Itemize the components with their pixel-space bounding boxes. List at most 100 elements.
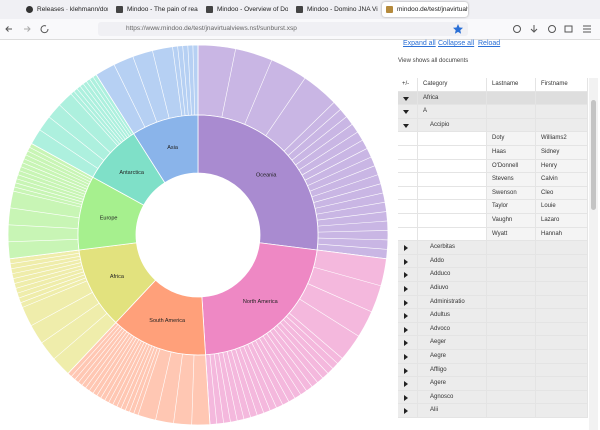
toggle-triangle <box>403 110 409 115</box>
table-cell[interactable] <box>398 118 418 133</box>
outer-ring-divider <box>273 328 318 383</box>
table-cell[interactable] <box>398 309 418 323</box>
outer-ring-divider <box>192 45 196 116</box>
table-cell <box>487 118 536 133</box>
outer-ring-divider <box>258 338 296 399</box>
outer-ring-divider <box>23 158 89 188</box>
outer-ring-divider <box>317 230 388 233</box>
toggle-icon <box>403 110 409 115</box>
outer-ring-divider <box>79 85 124 142</box>
table-cell[interactable] <box>398 254 418 269</box>
outer-ring-divider <box>235 348 258 416</box>
segment-label: Asia <box>167 145 179 151</box>
toggle-triangle <box>403 96 409 101</box>
table-cell <box>398 159 418 174</box>
browser-tab[interactable]: Mindoo - Overview of Domi <box>202 2 288 17</box>
outer-ring-divider <box>269 330 313 388</box>
table-cell: Advoco <box>418 322 487 337</box>
table-cell[interactable] <box>398 350 418 364</box>
browser-tab[interactable]: Mindoo - Domino JNA Virt <box>292 2 378 17</box>
toggle-triangle <box>404 258 408 265</box>
outer-ring-divider <box>255 340 290 402</box>
scrollbar[interactable] <box>589 78 598 430</box>
toggle-icon <box>404 354 408 360</box>
table-cell[interactable] <box>398 390 418 405</box>
status-text: View shows all documents <box>398 58 469 64</box>
table-cell: Lastname <box>487 78 536 92</box>
outer-ring-divider <box>291 116 347 161</box>
segment-label: Africa <box>110 274 125 280</box>
table-cell <box>487 105 536 119</box>
segment-label: Oceania <box>256 172 277 178</box>
table-cell <box>487 91 536 106</box>
url-field[interactable]: https://www.mindoo.de/test/jnavirtualvie… <box>98 22 468 36</box>
table-cell[interactable] <box>398 377 418 391</box>
outer-ring-divider <box>301 139 363 176</box>
outer-ring-divider <box>70 93 118 147</box>
bookmark-star[interactable] <box>452 23 464 35</box>
table-cell <box>536 390 588 405</box>
action-link[interactable]: Reload <box>478 40 501 47</box>
tab-title: Releases · klehmann/domi <box>37 6 108 13</box>
toggle-icon <box>404 340 408 347</box>
outer-ring-divider <box>74 326 121 380</box>
outer-ring-divider <box>247 344 277 409</box>
table-cell: Aegre <box>418 350 487 364</box>
table-cell[interactable] <box>398 295 418 310</box>
toggle-icon <box>404 326 408 333</box>
toggle-icon <box>404 258 408 265</box>
table-cell[interactable] <box>398 336 418 350</box>
tab-icon <box>116 6 123 13</box>
table-cell <box>487 295 536 310</box>
outer-ring-divider <box>313 183 382 203</box>
outer-ring-divider <box>113 64 146 128</box>
action-link[interactable]: Expand all <box>403 40 436 47</box>
toggle-triangle <box>404 272 408 279</box>
outer-ring-divider <box>287 109 341 156</box>
scrollbar-thumb[interactable] <box>591 100 596 210</box>
table-cell[interactable] <box>398 268 418 282</box>
table-cell[interactable] <box>398 363 418 378</box>
toggle-triangle <box>404 394 408 401</box>
outer-ring-divider <box>78 327 123 383</box>
table-cell <box>536 350 588 364</box>
browser-tab[interactable]: mindoo.de/test/jnavirtualv <box>382 2 468 17</box>
table-cell: Haas <box>487 146 536 160</box>
browser-tab[interactable]: Mindoo - The pain of readi <box>112 2 198 17</box>
table-cell: Swenson <box>487 186 536 201</box>
toggle-icon <box>404 408 408 415</box>
table-cell[interactable] <box>398 404 418 418</box>
table-cell <box>487 350 536 364</box>
table-cell[interactable] <box>398 241 418 255</box>
tab-title: mindoo.de/test/jnavirtualv <box>397 6 468 13</box>
outer-ring-divider <box>48 116 105 161</box>
toggle-icon <box>404 286 408 292</box>
nav-buttons[interactable] <box>4 23 64 35</box>
toggle-icon <box>404 313 408 320</box>
outer-ring-divider <box>239 347 265 414</box>
outer-ring-divider <box>120 344 150 409</box>
tab-title: Mindoo - Overview of Domi <box>217 6 288 13</box>
table-cell: Adduco <box>418 268 487 282</box>
outer-ring-divider <box>11 259 81 275</box>
browser-tab[interactable]: Releases · klehmann/domi <box>22 2 108 17</box>
outer-ring-divider <box>244 59 273 125</box>
toggle-icon <box>404 272 408 279</box>
table-cell <box>487 336 536 350</box>
outer-ring-divider <box>112 342 145 405</box>
toolbar-icons[interactable] <box>505 23 597 35</box>
outer-ring-divider <box>283 319 334 369</box>
action-link[interactable]: Collapse all <box>438 40 475 47</box>
table-cell[interactable] <box>398 282 418 296</box>
table-cell: A <box>418 105 487 119</box>
toggle-icon <box>404 367 408 374</box>
outer-ring-divider <box>81 329 125 386</box>
table-cell[interactable] <box>398 322 418 337</box>
table-cell[interactable] <box>398 105 418 119</box>
segment-label: North America <box>243 299 279 305</box>
outer-ring-divider <box>17 174 85 198</box>
outer-ring-divider <box>251 342 284 406</box>
table-cell <box>487 254 536 269</box>
table-cell[interactable] <box>398 91 418 106</box>
outer-ring-divider <box>100 337 137 399</box>
